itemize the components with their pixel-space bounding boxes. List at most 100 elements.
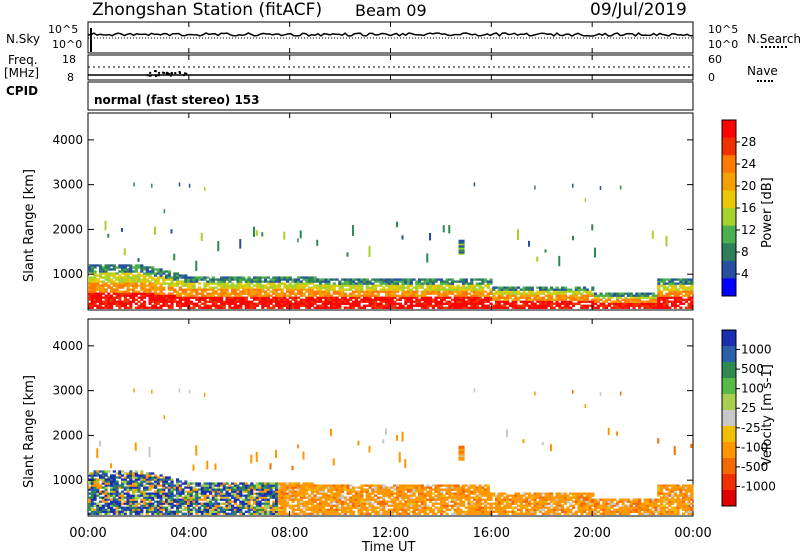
data-cell [525, 503, 528, 505]
data-cell [135, 280, 138, 282]
data-cell [545, 301, 548, 303]
data-cell [99, 270, 102, 272]
data-cell [440, 282, 443, 284]
data-cell [325, 282, 328, 284]
data-cell [116, 505, 119, 507]
data-cell [608, 305, 611, 307]
data-cell [140, 282, 143, 284]
data-cell [567, 289, 570, 291]
data-cell [553, 289, 556, 291]
data-cell [94, 264, 97, 266]
data-cell [143, 505, 146, 507]
data-cell [105, 509, 108, 511]
data-cell [157, 505, 160, 507]
data-cell [121, 484, 124, 486]
data-cell [374, 501, 377, 503]
data-cell [501, 511, 504, 513]
data-cell [377, 488, 380, 490]
data-cell [275, 509, 278, 511]
data-cell [550, 305, 553, 307]
data-cell [154, 278, 157, 280]
data-cell [316, 507, 319, 509]
data-cell [149, 301, 152, 303]
data-cell [91, 307, 94, 309]
data-cell [129, 511, 132, 513]
data-cell [151, 289, 154, 291]
data-cell [424, 501, 427, 503]
data-cell [487, 513, 490, 515]
data-cell [660, 293, 663, 295]
data-cell [473, 299, 476, 301]
data-cell [107, 480, 110, 482]
data-cell [523, 492, 526, 494]
data-cell [688, 307, 691, 309]
data-cell [223, 286, 226, 288]
data-cell [267, 305, 270, 307]
data-cell [454, 291, 457, 293]
data-cell [671, 301, 674, 303]
data-cell [140, 484, 143, 486]
data-cell [303, 507, 306, 509]
data-cell [237, 499, 240, 501]
data-cell [322, 505, 325, 507]
data-cell [259, 301, 262, 303]
data-cell [264, 280, 267, 282]
data-cell [157, 293, 160, 295]
data-cell [272, 276, 275, 278]
data-cell [308, 278, 311, 280]
data-cell [349, 505, 352, 507]
data-cell [308, 307, 311, 309]
data-cell [187, 289, 190, 291]
data-cell [94, 266, 97, 268]
data-cell [212, 289, 215, 291]
data-cell [102, 482, 105, 484]
data-cell [393, 501, 396, 503]
data-cell [253, 503, 256, 505]
data-cell [404, 509, 407, 511]
data-cell [314, 301, 317, 303]
data-cell [377, 303, 380, 305]
data-cell [426, 486, 429, 488]
data-cell [154, 492, 157, 494]
data-cell [278, 484, 281, 486]
data-cell [404, 303, 407, 305]
data-cell [514, 289, 517, 291]
data-cell [217, 509, 220, 511]
data-cell [462, 497, 465, 499]
data-cell [116, 289, 119, 291]
data-cell [239, 278, 242, 280]
data-cell [462, 299, 465, 301]
data-cell [135, 480, 138, 482]
data-cell [437, 495, 440, 497]
data-cell [366, 488, 369, 490]
data-cell [226, 507, 229, 509]
data-cell [630, 305, 633, 307]
data-cell [267, 513, 270, 515]
data-cell [162, 286, 165, 288]
data-cell [168, 499, 171, 501]
data-cell [146, 505, 149, 507]
data-cell [506, 511, 509, 513]
data-cell [223, 511, 226, 513]
data-cell [358, 509, 361, 511]
data-cell [132, 480, 135, 482]
data-cell [135, 295, 138, 297]
data-cell [135, 513, 138, 515]
data-cell [294, 305, 297, 307]
data-cell [451, 299, 454, 301]
data-cell [330, 492, 333, 494]
data-cell [308, 482, 311, 484]
data-cell [545, 307, 548, 309]
data-cell [319, 297, 322, 299]
data-cell [113, 301, 116, 303]
data-cell [195, 509, 198, 511]
data-cell [250, 286, 253, 288]
data-cell [105, 478, 108, 480]
data-cell [168, 476, 171, 478]
data-cell [283, 513, 286, 515]
data-cell [281, 488, 284, 490]
data-cell [212, 495, 215, 497]
data-cell [470, 295, 473, 297]
data-cell [91, 278, 94, 280]
data-cell [253, 497, 256, 499]
